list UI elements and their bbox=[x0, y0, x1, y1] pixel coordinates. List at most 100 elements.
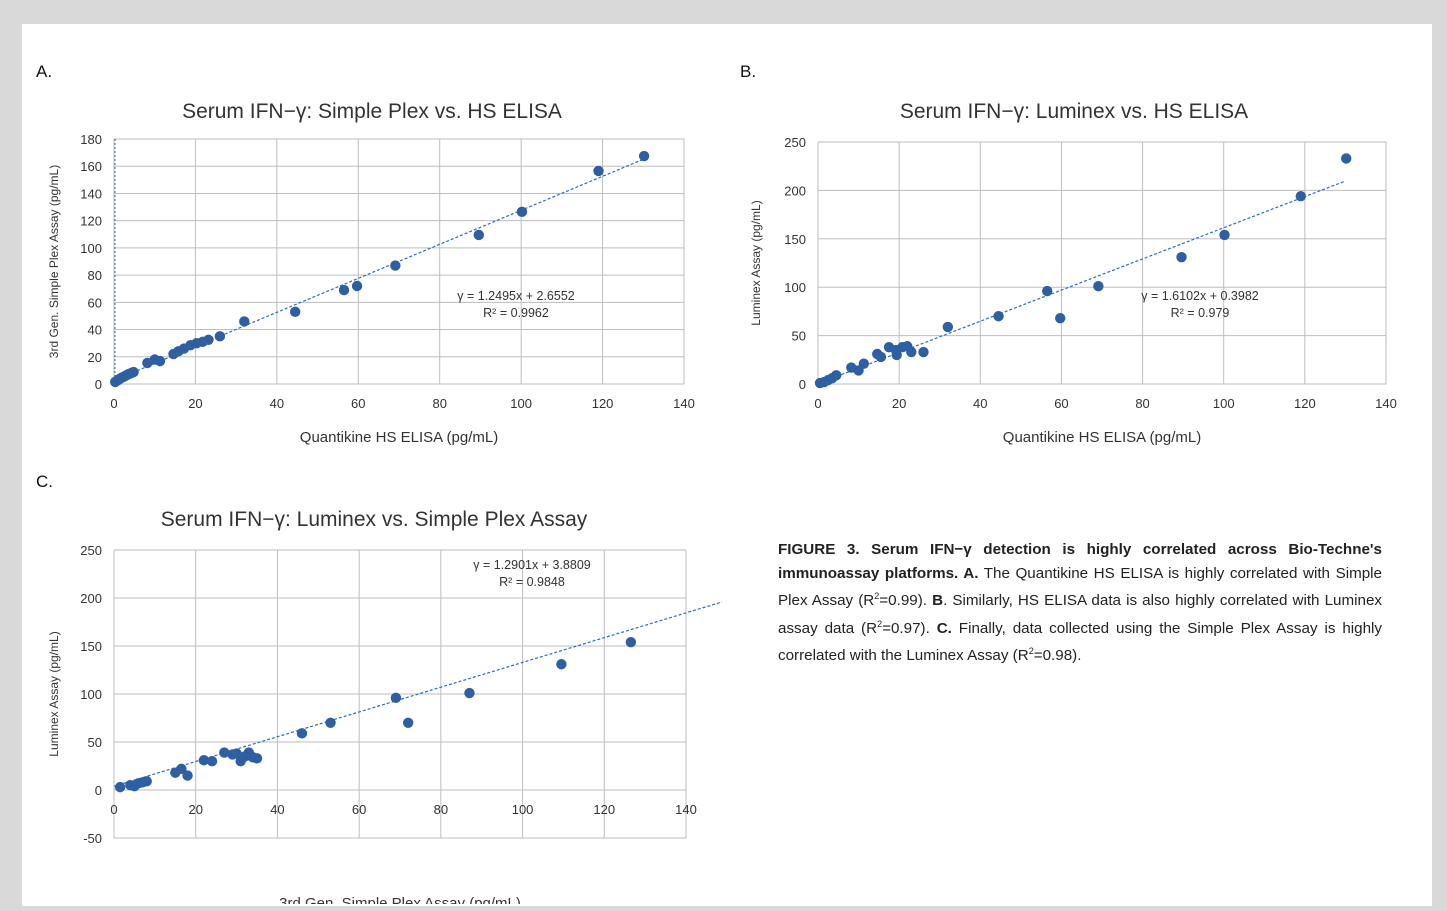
data-point bbox=[296, 728, 308, 739]
data-point bbox=[289, 306, 301, 318]
data-point bbox=[198, 755, 210, 766]
data-point bbox=[831, 370, 842, 381]
x-tick-label: 0 bbox=[814, 396, 821, 411]
data-point bbox=[593, 165, 604, 177]
y-tick-label: 0 bbox=[799, 377, 806, 392]
x-tick-label: 20 bbox=[188, 396, 202, 411]
caption-superscript-b: 2 bbox=[877, 618, 883, 629]
x-axis-label: Quantikine HS ELISA (pg/mL) bbox=[1003, 429, 1201, 446]
y-tick-label: 100 bbox=[80, 241, 102, 256]
data-point bbox=[556, 659, 567, 670]
y-tick-label: 150 bbox=[784, 232, 806, 247]
x-tick-label: 20 bbox=[892, 396, 906, 411]
y-tick-label: 50 bbox=[88, 735, 102, 750]
y-tick-label: 200 bbox=[784, 183, 806, 198]
data-point bbox=[182, 770, 193, 781]
x-tick-label: 100 bbox=[1213, 396, 1235, 411]
data-point bbox=[219, 747, 230, 758]
data-point bbox=[858, 358, 870, 369]
x-tick-label: 0 bbox=[110, 396, 117, 411]
plot-area bbox=[113, 138, 685, 385]
x-tick-label: 40 bbox=[270, 396, 284, 411]
y-tick-label: 100 bbox=[80, 687, 102, 702]
x-tick-label: 20 bbox=[188, 802, 202, 817]
y-tick-label: 180 bbox=[80, 132, 102, 147]
x-tick-label: 100 bbox=[510, 396, 532, 411]
data-point bbox=[1093, 281, 1104, 292]
trendline-equation: R² = 0.979 bbox=[1171, 306, 1230, 320]
figure-caption: FIGURE 3. Serum IFN−γ detection is highl… bbox=[778, 538, 1382, 668]
y-tick-label: 250 bbox=[80, 543, 102, 558]
y-tick-label: 80 bbox=[88, 268, 102, 283]
data-point bbox=[351, 280, 363, 292]
x-tick-label: 140 bbox=[1375, 396, 1397, 411]
y-tick-label: 150 bbox=[80, 639, 102, 654]
x-tick-label: 100 bbox=[512, 802, 534, 817]
chart-title: Serum IFN−γ: Luminex vs. Simple Plex Ass… bbox=[161, 508, 588, 531]
data-point bbox=[1219, 229, 1230, 241]
chart-title: Serum IFN−γ: Luminex vs. HS ELISA bbox=[900, 100, 1248, 123]
y-axis-label: Luminex Assay (pg/mL) bbox=[47, 631, 61, 756]
data-point bbox=[1341, 153, 1352, 164]
x-tick-label: 120 bbox=[1294, 396, 1316, 411]
x-tick-label: 60 bbox=[352, 802, 366, 817]
data-point bbox=[390, 260, 401, 271]
data-point bbox=[516, 206, 528, 218]
x-tick-label: 80 bbox=[432, 396, 446, 411]
data-point bbox=[203, 334, 214, 345]
data-point bbox=[1176, 251, 1187, 263]
caption-letter-b: B bbox=[932, 592, 944, 610]
x-tick-label: 40 bbox=[973, 396, 987, 411]
caption-text-c-end: =0.98). bbox=[1033, 647, 1082, 665]
data-point bbox=[338, 284, 350, 296]
y-tick-label: 200 bbox=[80, 591, 102, 606]
y-tick-label: 0 bbox=[95, 783, 102, 798]
x-tick-label: 0 bbox=[110, 802, 117, 817]
y-tick-label: 40 bbox=[88, 323, 102, 338]
data-point bbox=[176, 763, 187, 775]
data-point bbox=[114, 781, 126, 793]
x-tick-label: 140 bbox=[673, 396, 695, 411]
x-axis-label: Quantikine HS ELISA (pg/mL) bbox=[300, 429, 498, 446]
data-point bbox=[942, 321, 954, 333]
data-point bbox=[906, 346, 917, 358]
data-point bbox=[1042, 285, 1053, 297]
data-point bbox=[464, 687, 475, 699]
x-tick-label: 120 bbox=[593, 802, 615, 817]
caption-text-b: . Similarly, HS ELISA data is also highl… bbox=[778, 592, 1382, 637]
caption-text-a-end: =0.99). bbox=[879, 592, 933, 610]
chart-a: 0 20 40 60 80 100 120 140 0 20 40 60 80 100 120 140 160 1… bbox=[47, 100, 695, 446]
y-tick-label: 0 bbox=[95, 377, 102, 392]
data-point bbox=[231, 748, 242, 759]
caption-superscript-c: 2 bbox=[1028, 646, 1034, 657]
x-tick-label: 120 bbox=[592, 396, 614, 411]
caption-text-c: Finally, data collected using the Simple… bbox=[778, 619, 1383, 665]
data-point bbox=[128, 366, 139, 378]
data-point bbox=[473, 229, 484, 241]
y-tick-label: 120 bbox=[80, 214, 102, 229]
y-axis-label: 3rd Gen. Simple Plex Assay (pg/mL) bbox=[47, 165, 61, 358]
data-point bbox=[1295, 191, 1306, 202]
y-tick-label: 50 bbox=[792, 329, 806, 344]
trendline bbox=[113, 601, 722, 787]
data-point bbox=[402, 717, 414, 728]
caption-letter-c: C. bbox=[936, 619, 952, 637]
y-tick-label: 160 bbox=[80, 159, 102, 174]
chart-b: 0 20 40 60 80 100 120 140 0 50 100 150 200 250 Serum I… bbox=[749, 100, 1397, 446]
x-tick-label: 60 bbox=[1054, 396, 1068, 411]
caption-text-b-end: =0.97). bbox=[882, 619, 937, 637]
y-tick-label: 140 bbox=[80, 186, 102, 201]
data-point bbox=[638, 150, 650, 162]
data-point bbox=[390, 692, 402, 704]
data-point bbox=[251, 753, 263, 764]
panel-label-c: C. bbox=[36, 472, 53, 491]
x-axis-label: 3rd Gen. Simple Plex Assay (pg/mL) bbox=[279, 895, 521, 904]
chart-title: Serum IFN−γ: Simple Plex vs. HS ELISA bbox=[182, 100, 562, 123]
caption-text-a: The Quantikine HS ELISA is highly correl… bbox=[778, 564, 1382, 610]
data-point bbox=[206, 756, 218, 767]
panel-label-b: B. bbox=[740, 62, 757, 81]
trendline-equation: γ = 1.2901x + 3.8809 bbox=[473, 558, 591, 572]
data-point bbox=[918, 346, 929, 358]
y-tick-label: 250 bbox=[784, 135, 806, 150]
x-tick-label: 80 bbox=[1135, 396, 1149, 411]
